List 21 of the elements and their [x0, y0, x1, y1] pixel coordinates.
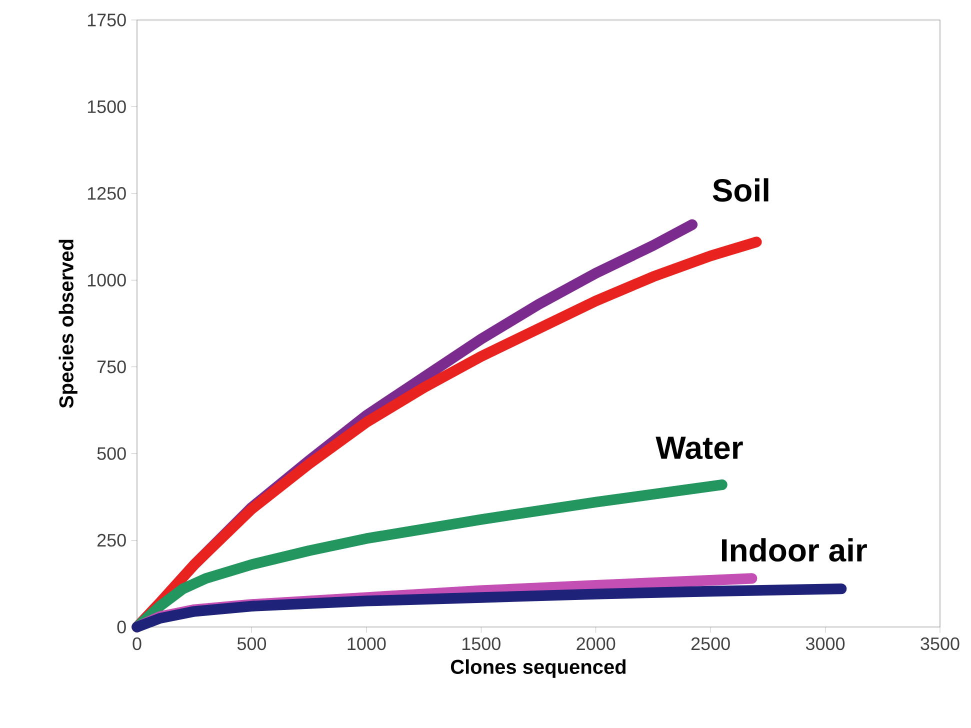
- x-tick-label: 1500: [462, 637, 500, 650]
- x-tick-label: 2000: [576, 637, 616, 650]
- y-axis-title: Species observed: [58, 240, 78, 408]
- x-axis-title: Clones sequenced: [450, 659, 626, 678]
- x-tick-label: 1000: [348, 637, 386, 650]
- x-tick-label: 2500: [691, 637, 730, 650]
- annotation: Water: [656, 436, 743, 460]
- y-tick-label: 500: [97, 447, 126, 460]
- x-tick-label: 3000: [806, 637, 845, 650]
- y-tick-label: 1000: [88, 274, 126, 286]
- annotation: Soil: [712, 178, 768, 202]
- x-tick-label: 500: [237, 637, 266, 650]
- y-tick-label: 1750: [88, 14, 126, 26]
- y-tick-label: 750: [97, 360, 126, 374]
- x-tick-label: 3500: [920, 637, 960, 650]
- y-tick-label: 0: [117, 620, 126, 634]
- y-tick-label: 1500: [88, 100, 126, 114]
- y-tick-label: 1250: [88, 187, 126, 200]
- y-tick-label: 250: [97, 534, 126, 547]
- x-tick-label: 0: [132, 637, 142, 650]
- annotation: Indoor air: [722, 538, 867, 562]
